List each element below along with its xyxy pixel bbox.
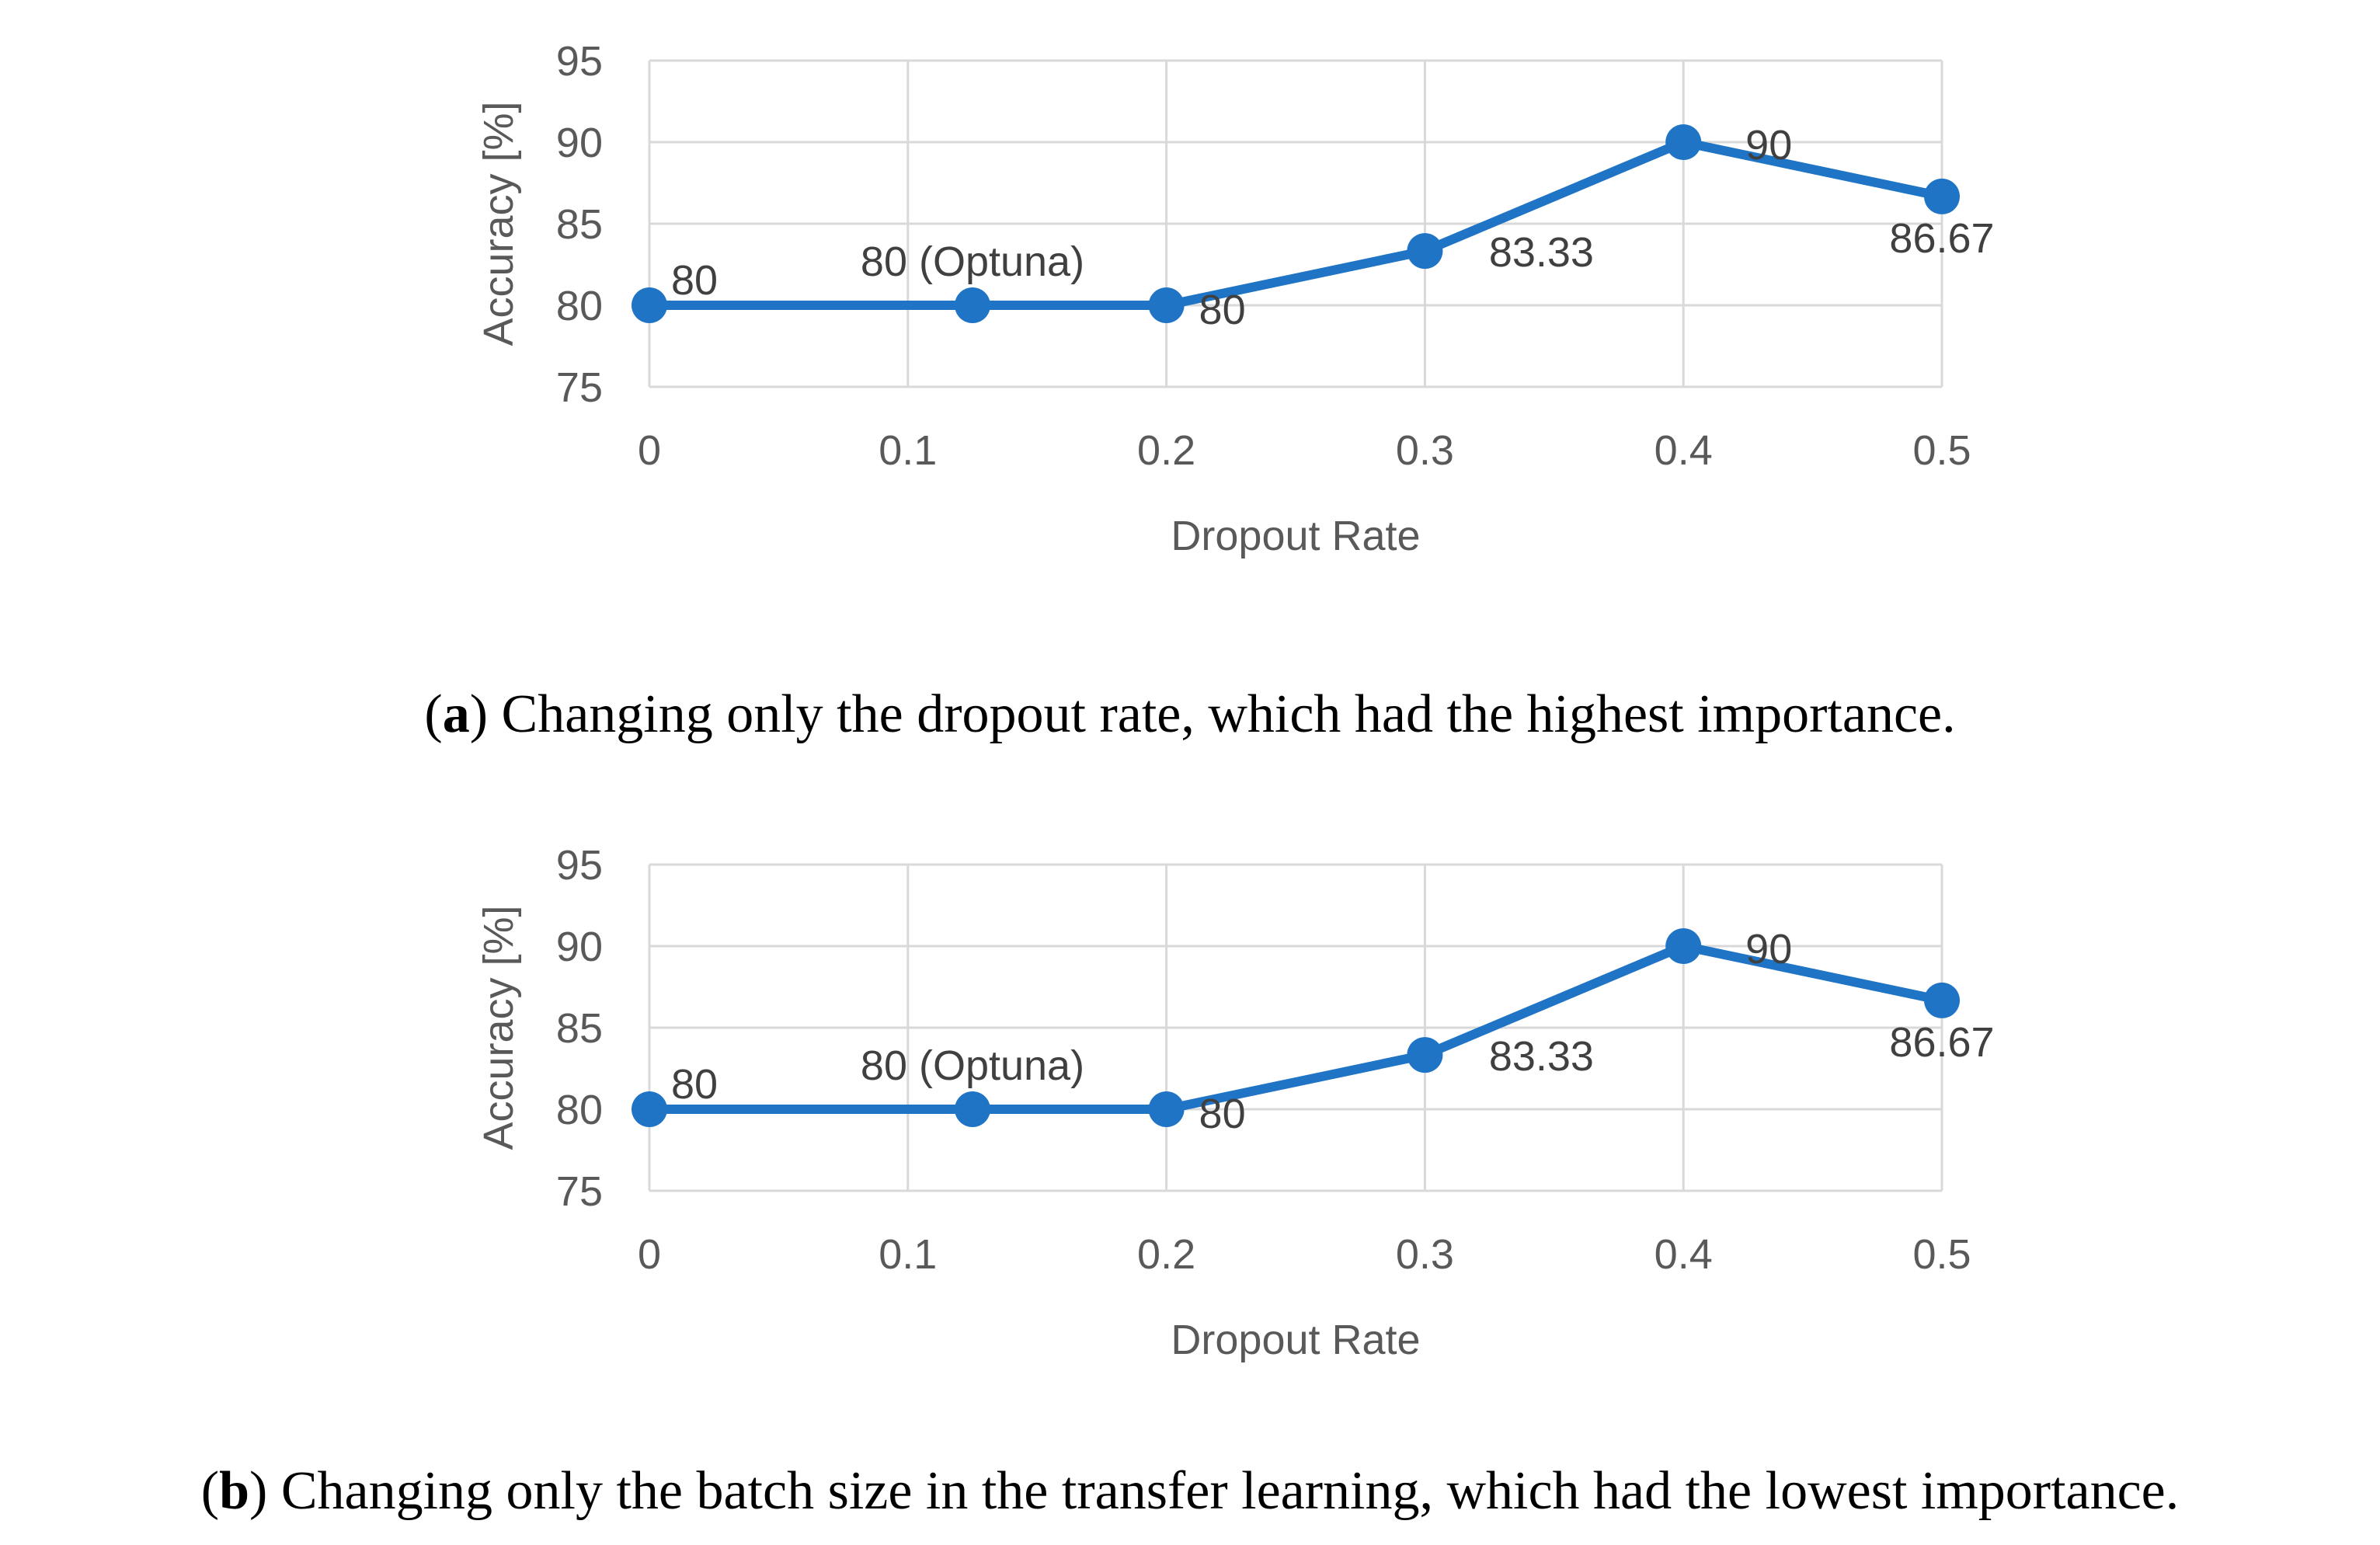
data-label: 80 [1199,1091,1246,1137]
data-point [632,1091,667,1127]
data-point [1407,1037,1443,1073]
x-tick-label: 0.1 [879,1231,937,1278]
x-tick-label: 0 [638,1231,661,1278]
data-label: 80 (Optuna) [861,1042,1084,1089]
y-tick-label: 90 [556,120,603,166]
y-tick-label: 95 [556,842,603,889]
y-axis-title: Accuracy [%] [475,101,522,346]
x-tick-label: 0.2 [1137,1231,1195,1278]
y-tick-label: 80 [556,283,603,329]
x-tick-label: 0.3 [1396,427,1454,474]
y-tick-label: 85 [556,1005,603,1052]
caption-a: (a) Changing only the dropout rate, whic… [424,684,1956,744]
data-label: 80 [671,1061,718,1108]
data-point [632,287,667,323]
data-label: 80 (Optuna) [861,238,1084,285]
y-tick-label: 85 [556,201,603,248]
x-tick-label: 0 [638,427,661,474]
data-point [1148,1091,1185,1127]
x-tick-label: 0.3 [1396,1231,1454,1278]
series-line [645,941,1947,1114]
x-tick-label: 0.4 [1655,1231,1713,1278]
x-tick-label: 0.5 [1912,427,1971,474]
data-point [1665,124,1702,160]
x-tick-label: 0.5 [1912,1231,1971,1278]
y-tick-label: 95 [556,38,603,85]
y-tick-label: 90 [556,924,603,970]
y-tick-label: 75 [556,1168,603,1215]
series-line [645,137,1947,310]
data-point [955,287,990,323]
caption-b-letter: b [219,1461,249,1521]
data-label: 83.33 [1489,1033,1594,1080]
y-axis-title: Accuracy [%] [475,905,522,1150]
data-label: 83.33 [1489,229,1594,276]
chart-a: 75 80 85 90 95 0 0.1 0.2 0.3 0.4 0.5 Dropout Rate Ac… [475,38,1995,559]
data-label: 80 [671,257,718,304]
data-point [1407,233,1443,270]
chart-b: 75 80 85 90 95 0 0.1 0.2 0.3 0.4 0.5 Dropout Rate Ac… [475,842,1995,1363]
data-label: 86.67 [1889,215,1994,262]
data-label: 90 [1745,122,1792,169]
data-point [955,1091,990,1127]
caption-b: (b) Changing only the batch size in the … [200,1461,2180,1521]
x-tick-label: 0.4 [1655,427,1713,474]
x-tick-label: 0.1 [879,427,937,474]
caption-a-letter: a [442,684,470,744]
caption-b-text: Changing only the batch size in the tran… [280,1461,2180,1521]
y-tick-label: 75 [556,364,603,411]
y-tick-label: 80 [556,1087,603,1133]
x-tick-label: 0.2 [1137,427,1195,474]
data-point [1924,982,1960,1018]
caption-a-text: Changing only the dropout rate, which ha… [501,684,1956,744]
data-point [1148,287,1185,323]
data-label: 86.67 [1889,1019,1994,1066]
x-axis-title: Dropout Rate [1171,513,1420,559]
x-axis-title: Dropout Rate [1171,1317,1420,1363]
data-label: 90 [1745,926,1792,973]
data-point [1665,928,1702,964]
data-label: 80 [1199,287,1246,333]
data-point [1924,178,1960,214]
